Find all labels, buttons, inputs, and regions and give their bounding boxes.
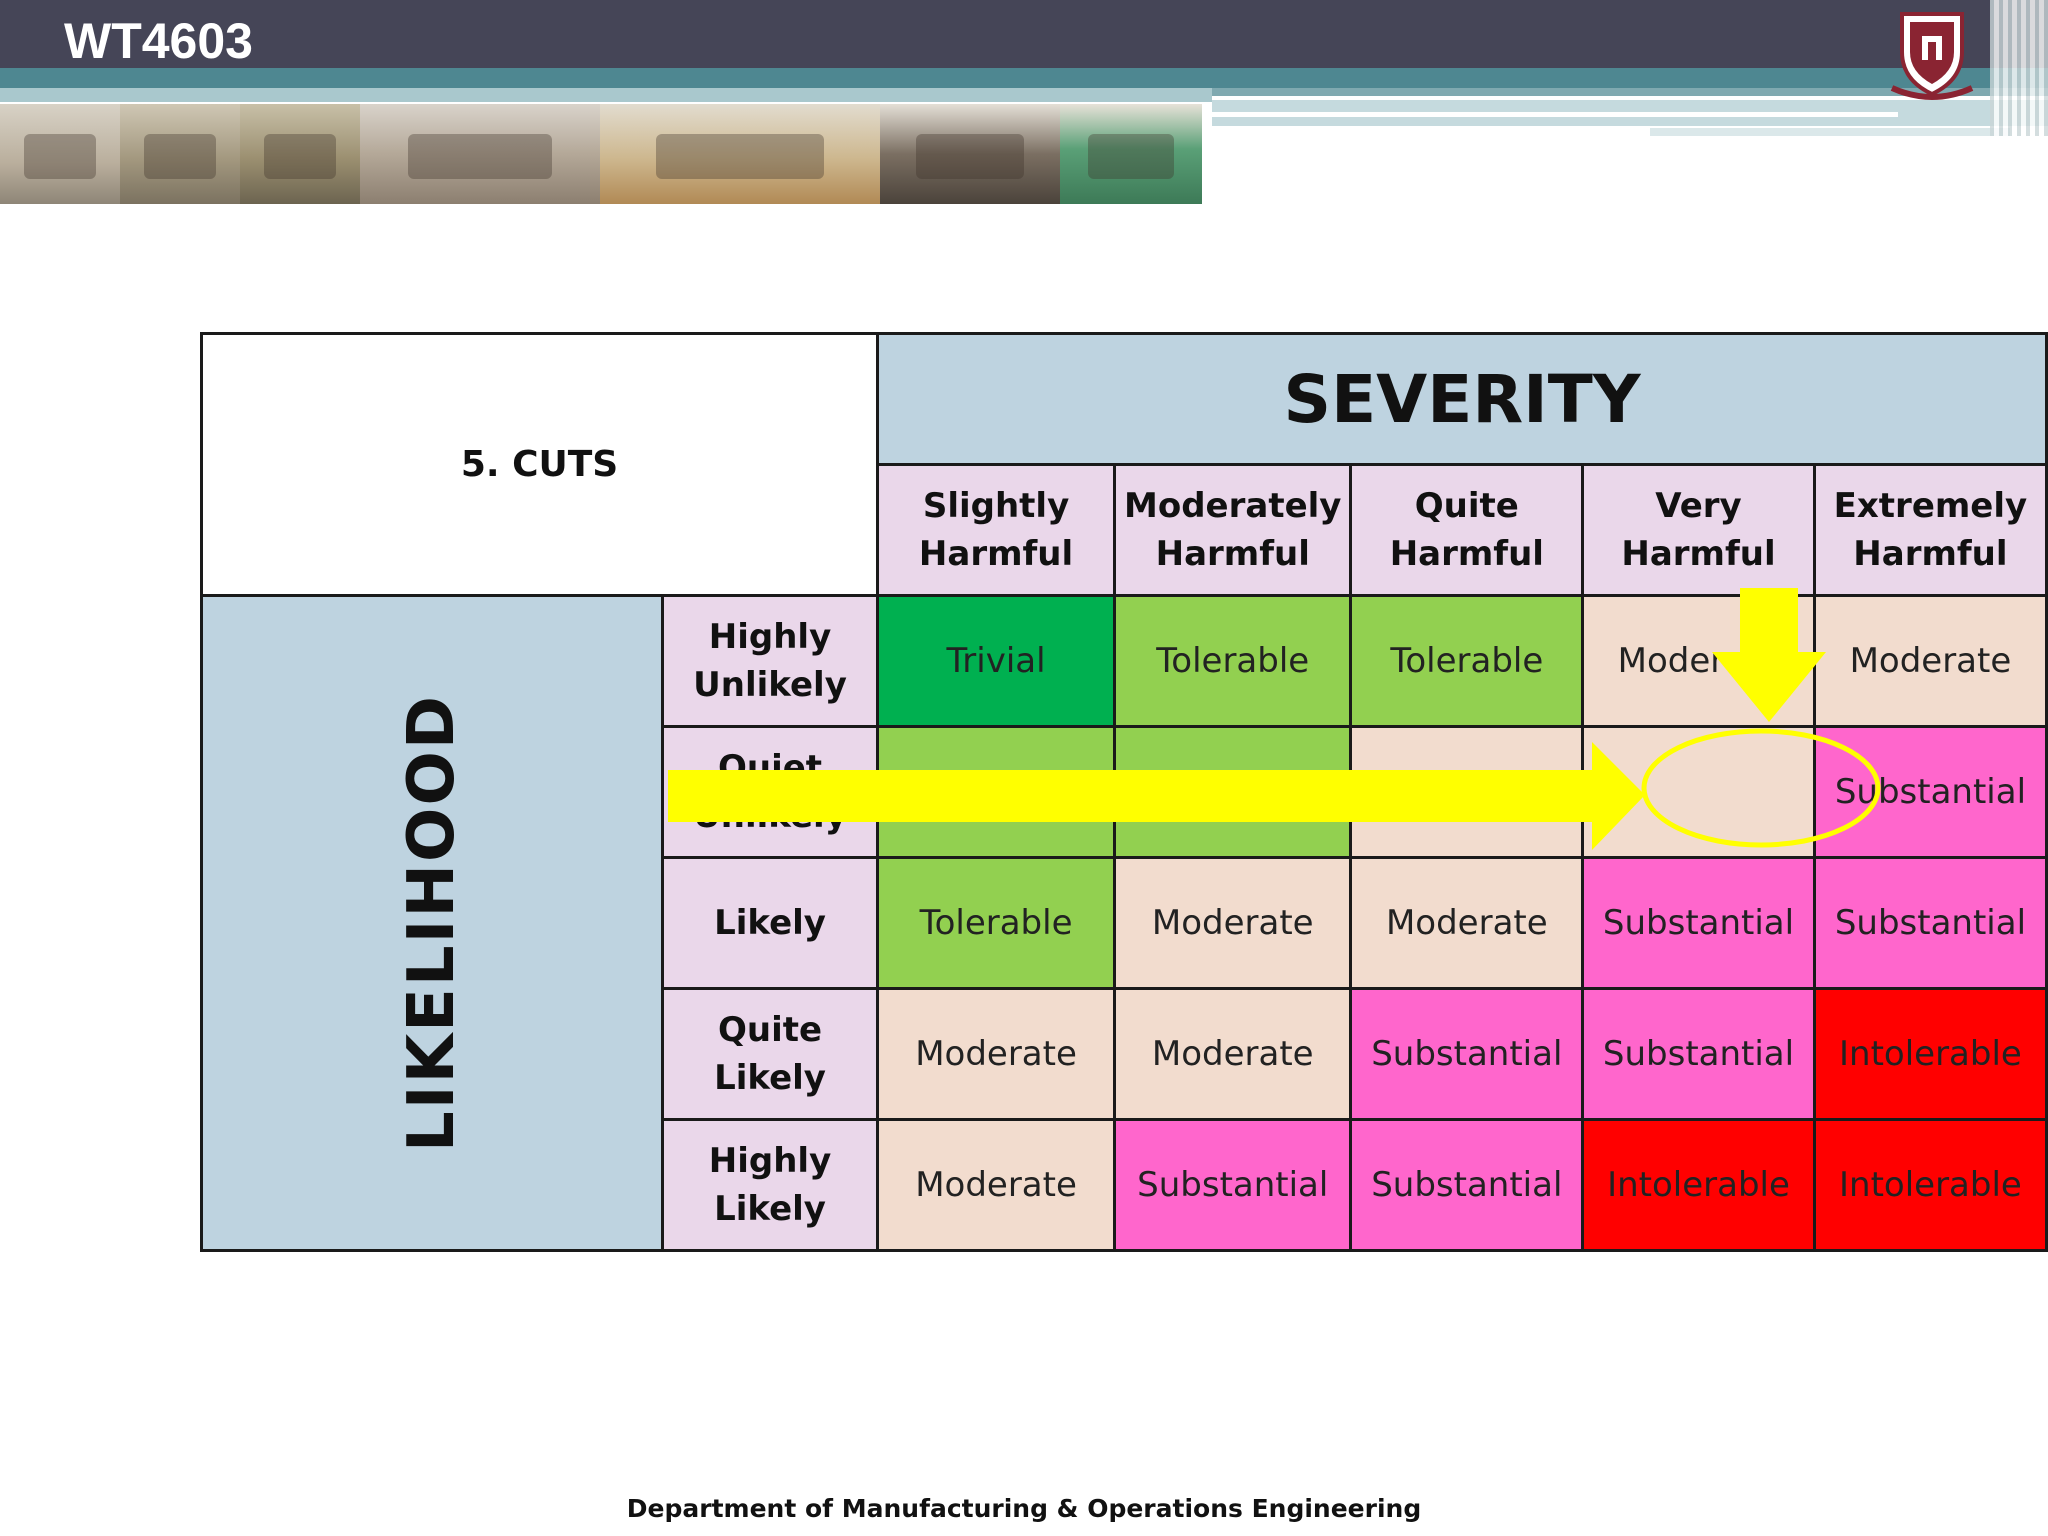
course-code: WT4603 bbox=[64, 13, 253, 69]
risk-matrix-table: 5. CUTS SEVERITY Slightly Harmful Moderate… bbox=[199, 332, 2048, 1252]
table-saw-photo bbox=[600, 104, 880, 204]
likelihood-level-header: Highly Likely bbox=[660, 1118, 880, 1252]
likelihood-level-line: Likely bbox=[714, 1189, 826, 1229]
table-row: Quite Likely Moderate Moderate Substantial Su… bbox=[202, 987, 2048, 1121]
risk-cell bbox=[876, 725, 1117, 859]
severity-level-line: Slightly bbox=[922, 486, 1070, 526]
risk-cell: Moderate bbox=[1113, 987, 1353, 1121]
risk-cell: Trivial bbox=[876, 594, 1117, 728]
severity-level-line: Very bbox=[1655, 486, 1742, 526]
risk-cell: Substantial bbox=[1113, 1118, 1353, 1252]
likelihood-header: LIKELIHOOD bbox=[200, 594, 664, 1252]
severity-level-line: Extremely bbox=[1833, 486, 2028, 526]
likelihood-level-line: Unlikely bbox=[693, 665, 847, 705]
header-stripe bbox=[0, 68, 2048, 88]
likelihood-level-line: Likely bbox=[714, 1058, 826, 1098]
pillar-drill-photo bbox=[240, 104, 360, 204]
risk-cell: Moderate bbox=[876, 1118, 1117, 1252]
severity-level-line: Harmful bbox=[1621, 534, 1776, 574]
belt-sander-photo bbox=[880, 104, 1060, 204]
header-stripe bbox=[1650, 128, 2010, 136]
risk-cell: Moderate bbox=[1113, 856, 1353, 990]
severity-level-header: Extremely Harmful bbox=[1812, 463, 2048, 597]
footer-department: Department of Manufacturing & Operations… bbox=[626, 1494, 1422, 1523]
severity-levels-row: Slightly Harmful Moderately Harmful Quite Har… bbox=[202, 463, 2048, 597]
severity-level-header: Quite Harmful bbox=[1349, 463, 1585, 597]
severity-level-line: Harmful bbox=[918, 534, 1074, 574]
risk-cell: Moderate bbox=[1349, 856, 1585, 990]
severity-level-header: Very Harmful bbox=[1581, 463, 1816, 597]
severity-level-line: Harmful bbox=[1389, 534, 1544, 574]
risk-cell: Moderate bbox=[1581, 594, 1816, 728]
severity-level-header: Slightly Harmful bbox=[876, 463, 1117, 597]
severity-level-header: Moderately Harmful bbox=[1113, 463, 1353, 597]
risk-cell bbox=[1113, 725, 1353, 859]
severity-level-line: Moderately bbox=[1124, 486, 1342, 526]
header-stripe bbox=[0, 88, 1212, 102]
risk-cell bbox=[1581, 725, 1816, 859]
risk-cell: Tolerable bbox=[876, 856, 1117, 990]
risk-cell bbox=[1349, 725, 1585, 859]
risk-cell: Substantial bbox=[1349, 987, 1585, 1121]
likelihood-level-header: Quite Likely bbox=[660, 987, 880, 1121]
hazard-title: 5. CUTS bbox=[199, 332, 880, 597]
severity-header: SEVERITY bbox=[876, 332, 2048, 466]
machinery-photo-strip bbox=[0, 104, 1202, 204]
header-decoration bbox=[1990, 0, 2048, 136]
router-photo bbox=[1060, 104, 1202, 204]
risk-cell: Substantial bbox=[1581, 856, 1816, 990]
risk-cell: Substantial bbox=[1812, 856, 2048, 990]
table-row: Highly Likely Moderate Substantial Substanti… bbox=[202, 1118, 2048, 1252]
header-stripe bbox=[1212, 112, 1898, 117]
risk-cell: Intolerable bbox=[1812, 987, 2048, 1121]
likelihood-level-line: Quiet bbox=[717, 748, 823, 788]
drill-press-photo bbox=[120, 104, 240, 204]
risk-cell: Moderate bbox=[1812, 594, 2048, 728]
severity-level-line: Harmful bbox=[1853, 534, 2008, 574]
bandsaw-photo bbox=[0, 104, 120, 204]
likelihood-level-header: Highly Unlikely bbox=[660, 594, 880, 728]
risk-cell: Substantial bbox=[1812, 725, 2048, 859]
severity-level-line: Harmful bbox=[1155, 534, 1310, 574]
likelihood-level-line: Highly bbox=[708, 1141, 832, 1181]
likelihood-label: LIKELIHOOD bbox=[395, 694, 469, 1152]
risk-cell: Substantial bbox=[1349, 1118, 1585, 1252]
likelihood-level-header: Quiet Unlikely bbox=[660, 725, 880, 859]
likelihood-level-line: Likely bbox=[714, 903, 826, 943]
table-row: Likely Tolerable Moderate Moderate Substanti… bbox=[202, 856, 2048, 990]
likelihood-level-line: Unlikely bbox=[693, 796, 847, 836]
risk-cell: Intolerable bbox=[1812, 1118, 2048, 1252]
likelihood-level-header: Likely bbox=[660, 856, 880, 990]
likelihood-level-line: Highly bbox=[708, 617, 832, 657]
university-crest-icon bbox=[1890, 12, 1974, 100]
table-row: LIKELIHOOD Highly Unlikely Trivial Tolerabl… bbox=[200, 594, 2048, 1252]
header-stripe bbox=[1212, 88, 2048, 96]
risk-cell: Intolerable bbox=[1581, 1118, 1816, 1252]
risk-cell: Tolerable bbox=[1113, 594, 1353, 728]
planer-photo bbox=[360, 104, 600, 204]
risk-cell: Substantial bbox=[1581, 987, 1816, 1121]
risk-cell: Moderate bbox=[876, 987, 1117, 1121]
risk-cell: Tolerable bbox=[1349, 594, 1585, 728]
severity-level-line: Quite bbox=[1414, 486, 1519, 526]
likelihood-level-line: Quite bbox=[717, 1010, 823, 1050]
header-band bbox=[0, 0, 2048, 68]
